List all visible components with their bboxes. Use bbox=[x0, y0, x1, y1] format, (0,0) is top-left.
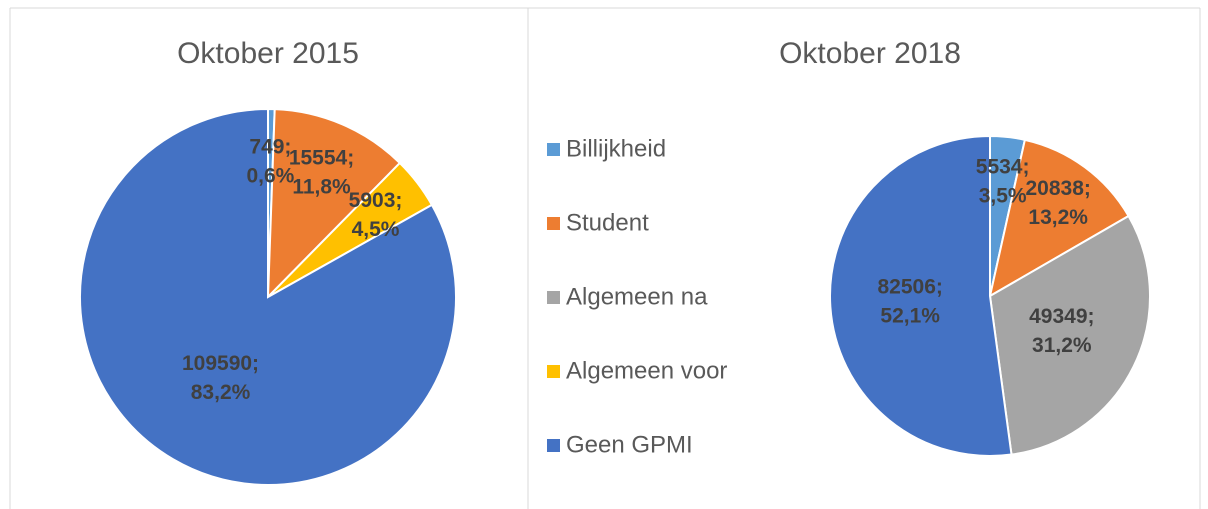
data-label: 5903; 4,5% bbox=[349, 188, 403, 240]
data-label: 20838; 13,2% bbox=[1025, 177, 1090, 229]
legend-label: Algemeen na bbox=[566, 283, 708, 310]
legend-swatch bbox=[547, 439, 560, 452]
chart-title: Oktober 2015 bbox=[177, 37, 359, 70]
chart-title: Oktober 2018 bbox=[779, 37, 961, 70]
pie-slice bbox=[988, 214, 1152, 456]
pie-slice bbox=[988, 138, 1130, 299]
legend-label: Algemeen voor bbox=[566, 357, 727, 384]
data-label: 49349; 31,2% bbox=[1029, 305, 1094, 357]
data-label: 82506; 52,1% bbox=[877, 275, 942, 327]
pie-slice bbox=[828, 134, 1013, 457]
legend-swatch bbox=[547, 217, 560, 230]
legend-swatch bbox=[547, 143, 560, 156]
legend-label: Student bbox=[566, 209, 649, 236]
legend-swatch bbox=[547, 365, 560, 378]
data-label: 109590; 83,2% bbox=[182, 352, 259, 404]
pie-slice bbox=[266, 108, 402, 300]
pie-slice bbox=[79, 107, 457, 486]
legend-label: Geen GPMI bbox=[566, 431, 693, 458]
data-label: 749; 0,6% bbox=[246, 135, 294, 187]
data-label: 5534; 3,5% bbox=[976, 155, 1030, 207]
data-label: 15554; 11,8% bbox=[289, 146, 354, 198]
legend-swatch bbox=[547, 291, 560, 304]
legend-label: Billijkheid bbox=[566, 135, 666, 162]
